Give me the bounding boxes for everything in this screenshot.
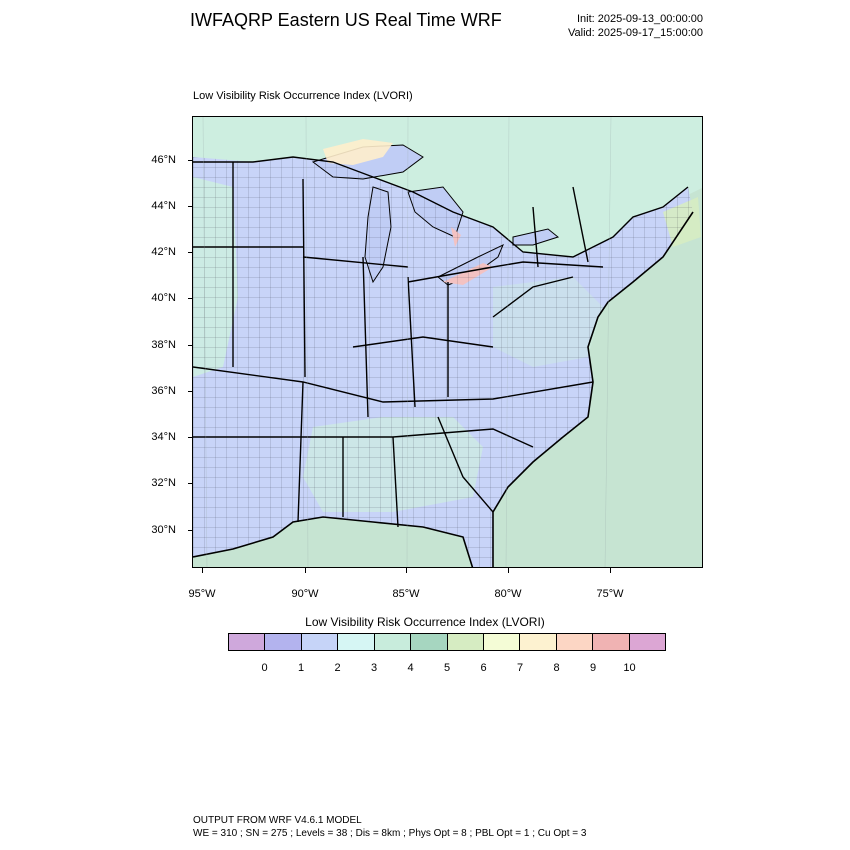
colorbar-label: 0 [261, 662, 268, 674]
colorbar-label: 8 [553, 662, 560, 674]
axis-tick [188, 530, 192, 531]
colorbar-cell [483, 634, 521, 650]
colorbar-cell [556, 634, 594, 650]
colorbar-cell [447, 634, 484, 650]
lat-label: 36°N [151, 385, 176, 397]
axis-tick [610, 568, 611, 573]
colorbar-cell [301, 634, 339, 650]
canada-border [193, 156, 689, 258]
axis-tick [188, 345, 192, 346]
terrain-highlight [323, 139, 393, 165]
colorbar-cell [265, 634, 302, 650]
canada-land [193, 117, 702, 257]
lon-label: 85°W [392, 588, 420, 600]
init-time: Init: 2025-09-13_00:00:00 [577, 13, 703, 25]
lat-label: 30°N [151, 524, 176, 536]
colorbar-label: 6 [480, 662, 487, 674]
valid-time: Valid: 2025-09-17_15:00:00 [568, 27, 703, 39]
graticule [202, 117, 612, 567]
axis-tick [508, 568, 509, 573]
colorbar-cell [411, 634, 448, 650]
gulf-coastline [193, 516, 474, 567]
colorbar-title: Low Visibility Risk Occurrence Index (LV… [305, 615, 545, 629]
map-panel [192, 116, 703, 568]
axis-tick [188, 160, 192, 161]
axis-tick [188, 483, 192, 484]
colorbar-label: 7 [516, 662, 524, 674]
colorbar-cell [629, 634, 666, 650]
map-canvas [193, 117, 702, 567]
lat-label: 34°N [151, 431, 176, 443]
lat-label: 38°N [151, 339, 176, 351]
lon-label: 75°W [596, 588, 624, 600]
axis-tick [202, 568, 203, 573]
colorbar-label: 9 [589, 662, 597, 674]
lon-label: 90°W [291, 588, 319, 600]
colorbar-label: 3 [370, 662, 378, 674]
colorbar-label: 4 [407, 662, 414, 674]
axis-tick [188, 206, 192, 207]
axis-tick [305, 568, 306, 573]
colorbar-cell [338, 634, 375, 650]
axis-tick [188, 391, 192, 392]
field-title: Low Visibility Risk Occurrence Index (LV… [193, 90, 413, 102]
model-info: OUTPUT FROM WRF V4.6.1 MODEL [193, 815, 362, 826]
lon-label: 95°W [188, 588, 216, 600]
page-title: IWFAQRP Eastern US Real Time WRF [190, 10, 502, 30]
axis-tick [188, 252, 192, 253]
colorbar-cell [374, 634, 412, 650]
state-boundaries [193, 162, 604, 528]
model-config: WE = 310 ; SN = 275 ; Levels = 38 ; Dis … [193, 828, 587, 839]
colorbar-cell [229, 634, 266, 650]
colorbar [228, 633, 666, 651]
colorbar-cell [593, 634, 630, 650]
colorbar-cell [520, 634, 557, 650]
county-lines [193, 157, 693, 567]
coastline [492, 211, 694, 567]
colorbar-label: 2 [334, 662, 341, 674]
colorbar-label: 10 [623, 662, 636, 674]
axis-tick [188, 298, 192, 299]
lat-label: 42°N [151, 246, 176, 258]
axis-tick [406, 568, 407, 573]
lon-label: 80°W [494, 588, 522, 600]
lat-label: 44°N [151, 200, 176, 212]
lat-label: 32°N [151, 477, 176, 489]
colorbar-label: 5 [443, 662, 451, 674]
lat-label: 40°N [151, 292, 176, 304]
axis-tick [188, 437, 192, 438]
lat-label: 46°N [151, 154, 176, 166]
colorbar-label: 1 [297, 662, 305, 674]
